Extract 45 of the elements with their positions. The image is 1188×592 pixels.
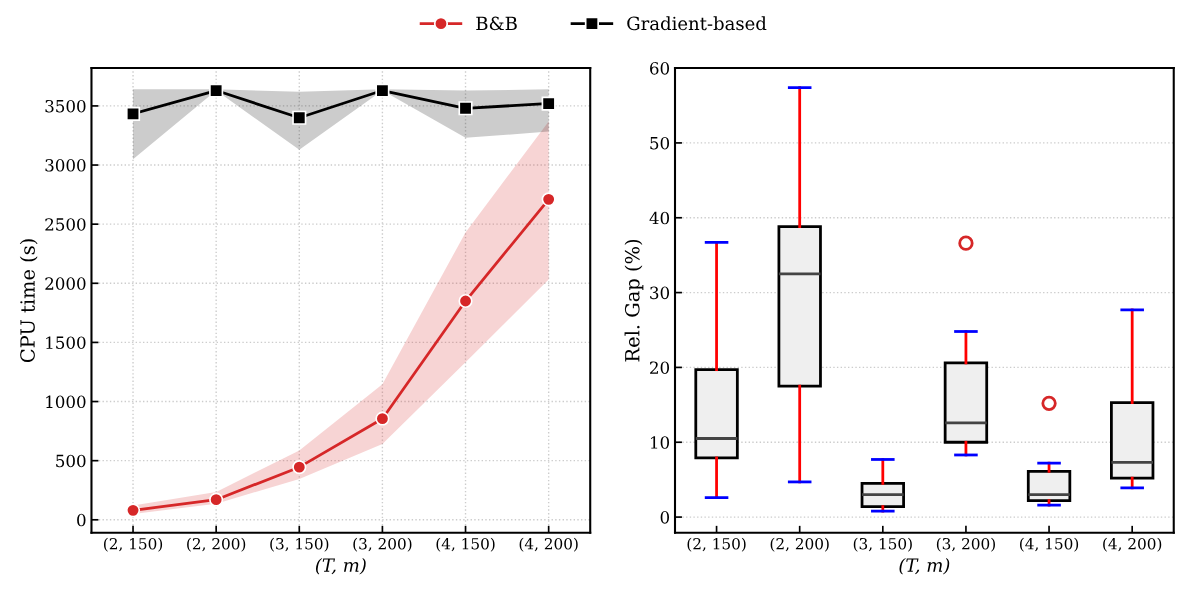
x-tick-label: (4, 200) xyxy=(519,537,578,552)
point xyxy=(541,192,556,207)
point xyxy=(209,83,224,98)
x-axis-title: (T, m) xyxy=(899,558,950,575)
x-tick-label: (2, 150) xyxy=(687,537,746,552)
y-tick-label: 1000 xyxy=(46,395,86,409)
x-tick-label: (2, 150) xyxy=(103,537,163,552)
x-tick-label: (4, 150) xyxy=(1020,537,1079,552)
point xyxy=(375,83,390,98)
legend-label: Gradient-based xyxy=(627,16,767,31)
y-tick-label: 0 xyxy=(660,511,670,524)
point xyxy=(292,110,307,125)
x-tick-label: (4, 200) xyxy=(1103,537,1162,552)
y-tick-label: 2500 xyxy=(45,218,86,231)
y-tick-label: 50 xyxy=(650,136,670,150)
x-axis-title: (T, m) xyxy=(315,558,366,575)
y-tick-label: 1500 xyxy=(46,336,86,349)
x-tick-label: (3, 200) xyxy=(936,537,995,552)
x-tick-label: (2, 200) xyxy=(187,537,246,552)
x-tick-label: (3, 200) xyxy=(353,537,412,552)
x-tick-label: (3, 150) xyxy=(853,537,912,552)
y-tick-label: 60 xyxy=(650,62,670,75)
y-tick-label: 20 xyxy=(650,361,670,374)
point xyxy=(209,492,224,507)
point xyxy=(458,101,473,116)
point xyxy=(541,96,556,111)
point xyxy=(375,411,390,426)
y-tick-label: 30 xyxy=(650,286,670,300)
x-tick-label: (4, 150) xyxy=(436,537,495,552)
y-tick-label: 0 xyxy=(77,513,86,527)
x-tick-label: (3, 150) xyxy=(270,537,329,552)
point xyxy=(125,503,141,518)
point xyxy=(292,460,307,475)
y-axis-title: Rel. Gap (%) xyxy=(624,239,644,362)
y-tick-label: 2000 xyxy=(45,277,86,290)
point xyxy=(458,293,473,309)
y-tick-label: 3000 xyxy=(45,159,86,172)
point xyxy=(125,106,141,121)
y-tick-label: 10 xyxy=(650,436,670,449)
legend-label: B&B xyxy=(476,16,517,31)
y-tick-label: 3500 xyxy=(45,99,86,113)
x-tick-label: (2, 200) xyxy=(770,537,829,552)
y-axis-title: CPU time (s) xyxy=(19,239,38,363)
y-tick-label: 500 xyxy=(56,454,86,468)
y-tick-label: 40 xyxy=(649,211,670,225)
